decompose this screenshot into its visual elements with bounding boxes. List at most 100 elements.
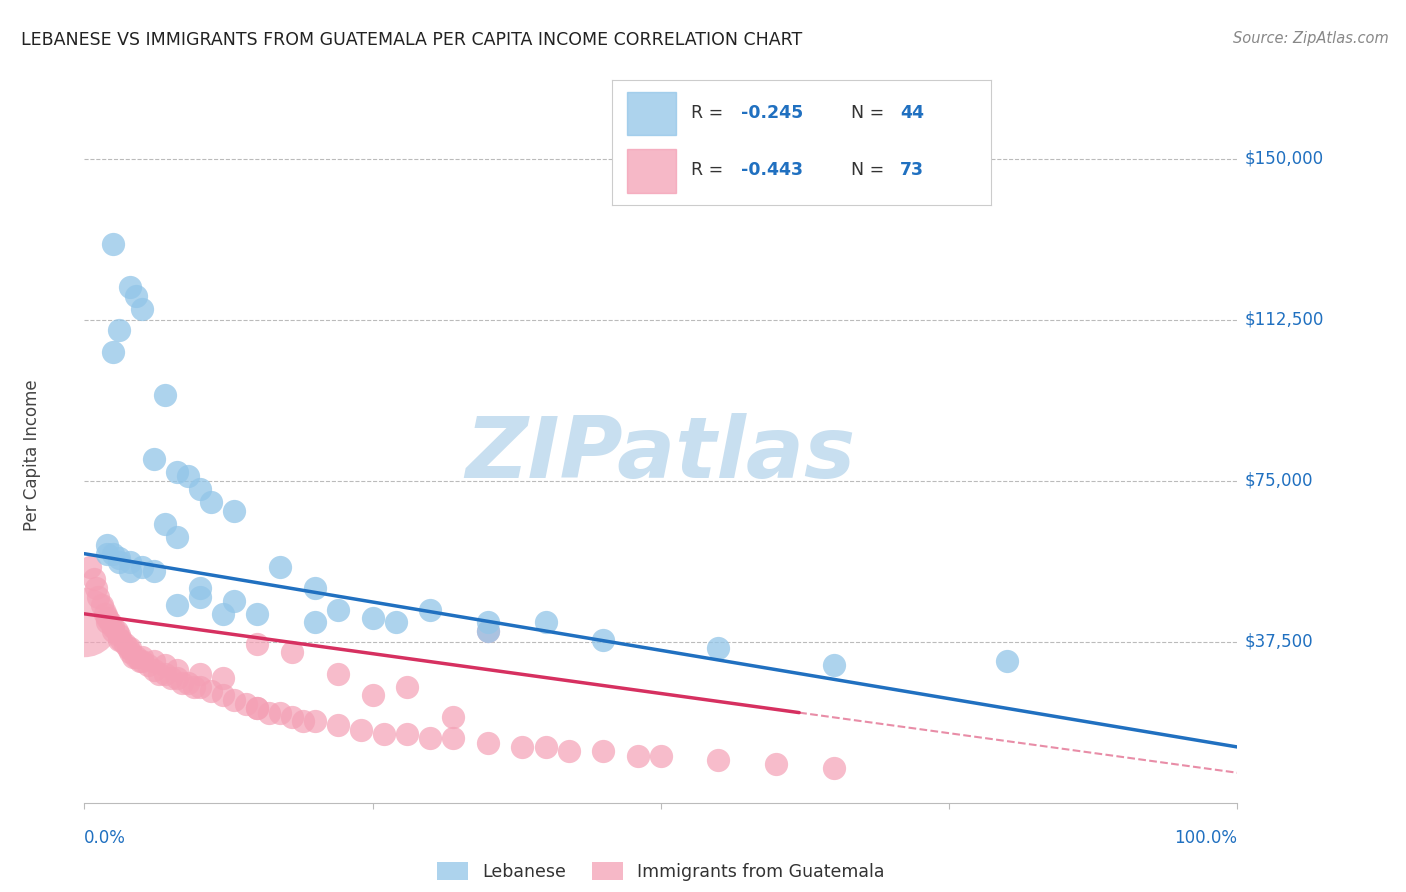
Point: [512, 739, 534, 754]
Text: N =: N =: [851, 161, 890, 179]
Point: [96, 615, 118, 630]
Point: [96, 611, 118, 625]
Point: [105, 624, 128, 638]
Point: [235, 697, 257, 711]
Point: [188, 590, 211, 604]
Point: [246, 701, 269, 715]
Point: [188, 680, 211, 694]
Point: [172, 675, 194, 690]
Point: [96, 547, 118, 561]
Point: [153, 516, 176, 531]
Point: [94, 607, 117, 621]
Point: [269, 706, 291, 720]
Point: [707, 641, 730, 656]
Point: [142, 452, 165, 467]
Point: [326, 602, 349, 616]
Point: [90, 599, 112, 613]
Point: [120, 641, 142, 656]
Text: $112,500: $112,500: [1244, 310, 1323, 328]
Point: [477, 624, 499, 638]
Point: [83, 573, 105, 587]
Point: [166, 465, 188, 479]
Point: [592, 632, 614, 647]
Point: [131, 654, 153, 668]
Point: [166, 529, 188, 543]
Point: [73, 615, 96, 630]
Text: R =: R =: [692, 161, 730, 179]
Point: [142, 564, 165, 578]
Point: [110, 632, 132, 647]
Point: [304, 714, 326, 729]
Point: [373, 727, 395, 741]
Point: [84, 581, 107, 595]
Point: [103, 624, 124, 638]
Point: [224, 504, 246, 518]
Point: [103, 237, 124, 252]
Point: [103, 344, 124, 359]
Point: [108, 628, 131, 642]
Point: [441, 731, 464, 746]
Point: [361, 689, 384, 703]
Point: [131, 649, 153, 664]
Point: [142, 654, 165, 668]
Point: [211, 607, 233, 621]
Text: Source: ZipAtlas.com: Source: ZipAtlas.com: [1233, 31, 1389, 46]
Point: [281, 710, 304, 724]
Text: ZIPatlas: ZIPatlas: [465, 413, 856, 497]
Point: [128, 654, 150, 668]
Point: [166, 663, 188, 677]
Text: 73: 73: [900, 161, 924, 179]
Point: [419, 602, 441, 616]
Point: [350, 723, 373, 737]
Text: -0.245: -0.245: [741, 103, 803, 121]
Point: [117, 641, 139, 656]
Point: [120, 564, 142, 578]
Point: [292, 714, 315, 729]
Point: [103, 620, 124, 634]
Point: [304, 615, 326, 630]
Point: [557, 744, 579, 758]
Point: [103, 547, 124, 561]
Point: [188, 581, 211, 595]
Point: [823, 761, 845, 775]
Point: [131, 559, 153, 574]
Point: [384, 615, 406, 630]
Point: [98, 615, 121, 630]
Point: [108, 551, 131, 566]
Text: N =: N =: [851, 103, 890, 121]
Point: [650, 748, 672, 763]
Point: [166, 599, 188, 613]
Point: [131, 301, 153, 316]
Bar: [627, 149, 676, 193]
Point: [326, 718, 349, 732]
Point: [108, 632, 131, 647]
Point: [153, 667, 176, 681]
Point: [177, 469, 200, 483]
Point: [125, 289, 148, 303]
Point: [246, 701, 269, 715]
Point: [707, 753, 730, 767]
Point: [120, 280, 142, 294]
Point: [477, 615, 499, 630]
Point: [200, 684, 222, 698]
Point: [159, 671, 183, 685]
Point: [995, 654, 1018, 668]
Point: [188, 667, 211, 681]
Point: [211, 689, 233, 703]
Point: [120, 555, 142, 569]
Point: [177, 675, 200, 690]
Point: [142, 663, 165, 677]
Point: [200, 495, 222, 509]
Point: [281, 645, 304, 659]
Point: [188, 483, 211, 497]
Text: LEBANESE VS IMMIGRANTS FROM GUATEMALA PER CAPITA INCOME CORRELATION CHART: LEBANESE VS IMMIGRANTS FROM GUATEMALA PE…: [21, 31, 803, 49]
Point: [166, 671, 188, 685]
Point: [361, 611, 384, 625]
Point: [114, 637, 136, 651]
Text: Per Capita Income: Per Capita Income: [24, 379, 42, 531]
Point: [87, 590, 110, 604]
Point: [627, 748, 650, 763]
Point: [419, 731, 441, 746]
Point: [592, 744, 614, 758]
Point: [96, 538, 118, 552]
